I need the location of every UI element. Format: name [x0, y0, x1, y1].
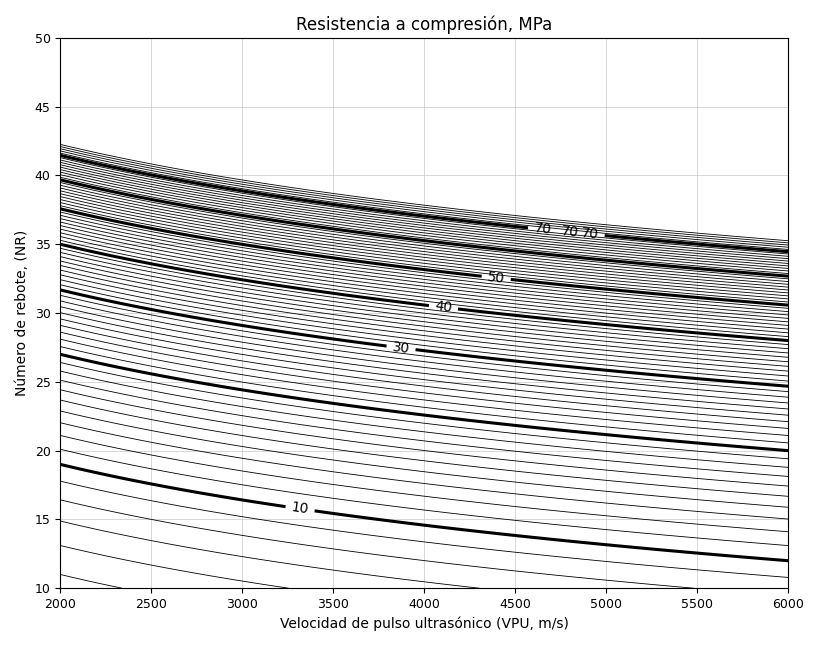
Text: 40: 40: [434, 299, 453, 315]
Text: 10: 10: [290, 501, 310, 517]
Text: 30: 30: [391, 340, 410, 356]
Text: 70: 70: [581, 226, 600, 242]
Text: 50: 50: [486, 270, 505, 286]
X-axis label: Velocidad de pulso ultrasónico (VPU, m/s): Velocidad de pulso ultrasónico (VPU, m/s…: [280, 616, 568, 631]
Y-axis label: Número de rebote, (NR): Número de rebote, (NR): [15, 230, 29, 396]
Text: 70: 70: [533, 222, 552, 237]
Title: Resistencia a compresión, MPa: Resistencia a compresión, MPa: [296, 15, 552, 34]
Text: 70: 70: [560, 224, 579, 240]
